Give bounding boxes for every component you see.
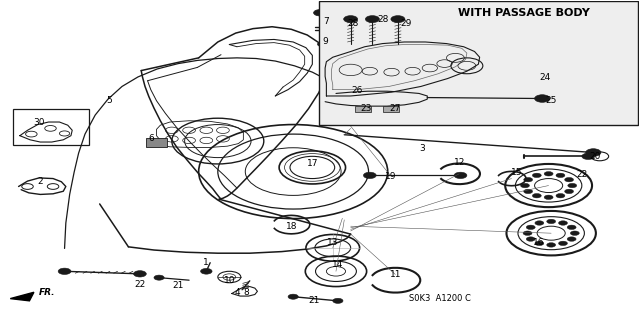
Text: 25: 25 [545,96,557,105]
Circle shape [520,183,529,188]
Text: 7: 7 [323,17,329,26]
Text: 11: 11 [390,270,401,279]
Text: S0K3  A1200 C: S0K3 A1200 C [409,294,471,303]
Circle shape [564,189,573,194]
Text: 28: 28 [377,15,388,24]
Text: 21: 21 [308,296,319,305]
Text: 22: 22 [576,170,588,179]
Bar [13,109,89,145]
Text: 8: 8 [244,288,250,297]
Text: 16: 16 [532,238,544,247]
Circle shape [333,298,343,303]
Circle shape [567,237,576,241]
Circle shape [535,241,544,246]
Circle shape [526,237,535,241]
Circle shape [288,294,298,299]
Circle shape [547,219,556,224]
Text: 19: 19 [385,173,396,182]
Circle shape [526,225,535,230]
Text: 4: 4 [234,288,240,297]
Text: 23: 23 [360,104,372,113]
Circle shape [524,189,532,194]
Circle shape [582,153,595,160]
Circle shape [567,225,576,230]
Text: 1: 1 [204,258,209,267]
Circle shape [58,268,71,274]
Text: 20: 20 [589,152,600,161]
Circle shape [523,231,532,235]
Text: 30: 30 [33,117,45,127]
Text: WITH PASSAGE BODY: WITH PASSAGE BODY [458,8,590,18]
Circle shape [564,177,573,182]
Circle shape [559,221,568,225]
Text: 5: 5 [106,96,112,105]
Circle shape [570,231,579,235]
Circle shape [535,221,544,225]
Bar [319,1,638,124]
Circle shape [314,10,326,16]
Circle shape [365,16,380,23]
Circle shape [568,183,577,188]
Text: 15: 15 [511,168,522,177]
Text: 28: 28 [348,19,359,28]
Text: 9: 9 [322,38,328,47]
Polygon shape [10,292,34,301]
Text: 27: 27 [390,104,401,113]
Text: 29: 29 [401,19,412,28]
Text: 6: 6 [148,134,154,143]
Text: 13: 13 [327,238,339,247]
Circle shape [317,42,328,47]
Circle shape [559,241,568,246]
Circle shape [200,269,212,274]
Bar [147,138,167,147]
Circle shape [134,271,147,277]
Circle shape [391,16,405,23]
Text: FR.: FR. [39,288,56,297]
Circle shape [364,172,376,179]
Circle shape [344,16,358,23]
Bar [355,106,371,113]
Text: 2: 2 [38,177,43,186]
Circle shape [547,243,556,247]
Circle shape [544,195,553,199]
Circle shape [586,149,601,156]
Text: 10: 10 [223,276,235,285]
Text: 17: 17 [307,159,318,168]
Circle shape [454,172,467,179]
Circle shape [556,194,565,198]
Circle shape [532,194,541,198]
Text: 24: 24 [539,73,550,82]
Text: 18: 18 [285,222,297,231]
Circle shape [544,172,553,176]
Bar [383,106,399,113]
Text: 22: 22 [134,280,145,289]
Circle shape [556,173,565,178]
Text: 3: 3 [419,144,425,153]
Circle shape [532,173,541,178]
Text: 12: 12 [454,158,465,167]
Circle shape [154,275,164,280]
Text: 26: 26 [351,86,363,95]
Text: 14: 14 [332,260,344,270]
Circle shape [524,177,532,182]
Circle shape [534,95,550,102]
Text: 21: 21 [173,281,184,290]
